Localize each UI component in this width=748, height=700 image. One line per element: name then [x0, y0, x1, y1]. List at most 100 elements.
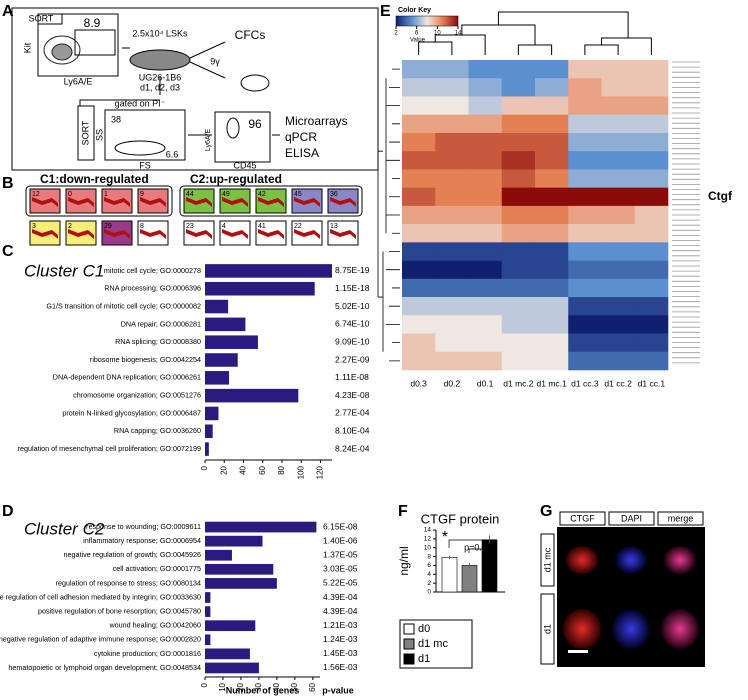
bar [205, 563, 274, 575]
output-text: ELISA [285, 146, 319, 160]
heatmap-cell [435, 78, 469, 97]
heatmap-cell [468, 242, 503, 261]
bar [205, 662, 259, 674]
bar [205, 388, 299, 403]
diagram-text: SORT [29, 13, 54, 23]
column-label: d1 mc.2 [503, 378, 534, 388]
heatmap-cell [634, 224, 669, 243]
cell-image [566, 546, 598, 574]
heatmap-cell [568, 315, 602, 334]
column-header-box [559, 511, 606, 526]
facs-plot [37, 13, 119, 77]
heatmap-cell [402, 205, 436, 225]
heatmap-cell [535, 224, 569, 243]
diagram-text: 8.9 [84, 16, 101, 30]
heatmap-cell [468, 315, 503, 334]
cluster-profile [222, 197, 248, 207]
heatmap-cell [634, 114, 669, 134]
heatmap-cell [601, 96, 636, 116]
heatmap-cell [501, 96, 536, 116]
heatmap-cell [402, 315, 436, 334]
chart-title: Cluster C1 [24, 261, 104, 280]
heatmap-cell [435, 242, 469, 261]
heatmap-cell [435, 151, 469, 170]
dendrogram [418, 11, 652, 55]
category-label: positive regulation of cell adhesion med… [0, 592, 201, 601]
y-tick-label: 0 [427, 589, 431, 596]
row-label-box [540, 593, 555, 665]
heatmap-cell [634, 96, 669, 116]
facs-contour [114, 140, 166, 156]
diagram-text: CD45 [233, 160, 256, 170]
bar [205, 424, 213, 439]
cluster-profile [330, 229, 356, 239]
column-label: d0.1 [477, 378, 494, 388]
category-label: mitotic cell cycle; GO:0000278 [104, 266, 201, 275]
heatmap-cell [468, 78, 503, 97]
heatmap-cell [634, 351, 669, 371]
mouse [240, 74, 270, 92]
cluster-profile [140, 197, 166, 207]
heatmap-cell [402, 297, 436, 316]
chart-title: CTGF protein [421, 511, 500, 526]
dendrogram [377, 68, 400, 362]
cell-image [563, 609, 601, 649]
panel-label: E [380, 3, 391, 20]
heatmap-cell [402, 333, 436, 353]
heatmap-cell [402, 96, 436, 116]
bracket [448, 539, 490, 553]
panel-label: F [398, 503, 408, 520]
key-label: Value [410, 38, 426, 44]
category-label: response to wounding; GO:0009611 [86, 522, 201, 531]
heatmap-cell [535, 60, 569, 79]
bar [205, 264, 332, 278]
heatmap-cell [402, 260, 436, 280]
bar [205, 648, 250, 660]
heatmap-cell [501, 78, 536, 97]
cluster-profile [330, 197, 356, 207]
p-value: 6.74E-10 [335, 319, 370, 329]
p-value: 8.10E-04 [335, 426, 370, 436]
heatmap-cell [634, 60, 669, 79]
heatmap-cell [501, 278, 536, 298]
cluster-number: 12 [32, 191, 40, 198]
diagram-text: d1, d2, d3 [140, 82, 180, 92]
heatmap-cell [535, 132, 569, 152]
cluster-number: 4 [222, 223, 226, 230]
bar [205, 521, 317, 533]
heatmap-cell [601, 132, 636, 152]
heatmap-cell [402, 169, 436, 188]
heatmap-cell [435, 224, 469, 243]
heatmap-cell [535, 187, 569, 207]
category-label: inflammatory response; GO:0006954 [83, 536, 201, 545]
heatmap-cell [501, 169, 536, 188]
heatmap-cell [402, 132, 436, 152]
heatmap-cell [601, 278, 636, 298]
heatmap-cell [402, 278, 436, 298]
heatmap-cell [402, 224, 436, 243]
heatmap-cell [535, 169, 569, 188]
heatmap-cell [468, 351, 503, 371]
heatmap-cell [601, 333, 636, 353]
heatmap-cell [634, 260, 669, 280]
p-value: 8.24E-04 [335, 443, 370, 453]
legend-swatch [403, 653, 415, 665]
heatmap-cell [535, 114, 569, 134]
scale-bar [568, 650, 588, 653]
heatmap-cell [501, 151, 536, 170]
heatmap-cell [435, 96, 469, 116]
highlight-gene: Ctgf [708, 189, 733, 203]
bar [205, 620, 256, 632]
facs-plot [214, 111, 271, 163]
heatmap-cell [535, 260, 569, 280]
legend-swatch [403, 638, 415, 650]
heatmap-cell [501, 114, 536, 134]
heatmap-cell [568, 242, 602, 261]
heatmap-cell [468, 187, 503, 207]
category-label: ribosome biogenesis; GO:0042254 [90, 355, 201, 364]
column-header: merge [668, 513, 694, 523]
cluster-number: 1 [104, 191, 108, 198]
heatmap-cell [435, 205, 469, 225]
heatmap-cell [468, 151, 503, 170]
column-label: d0.2 [444, 378, 461, 388]
